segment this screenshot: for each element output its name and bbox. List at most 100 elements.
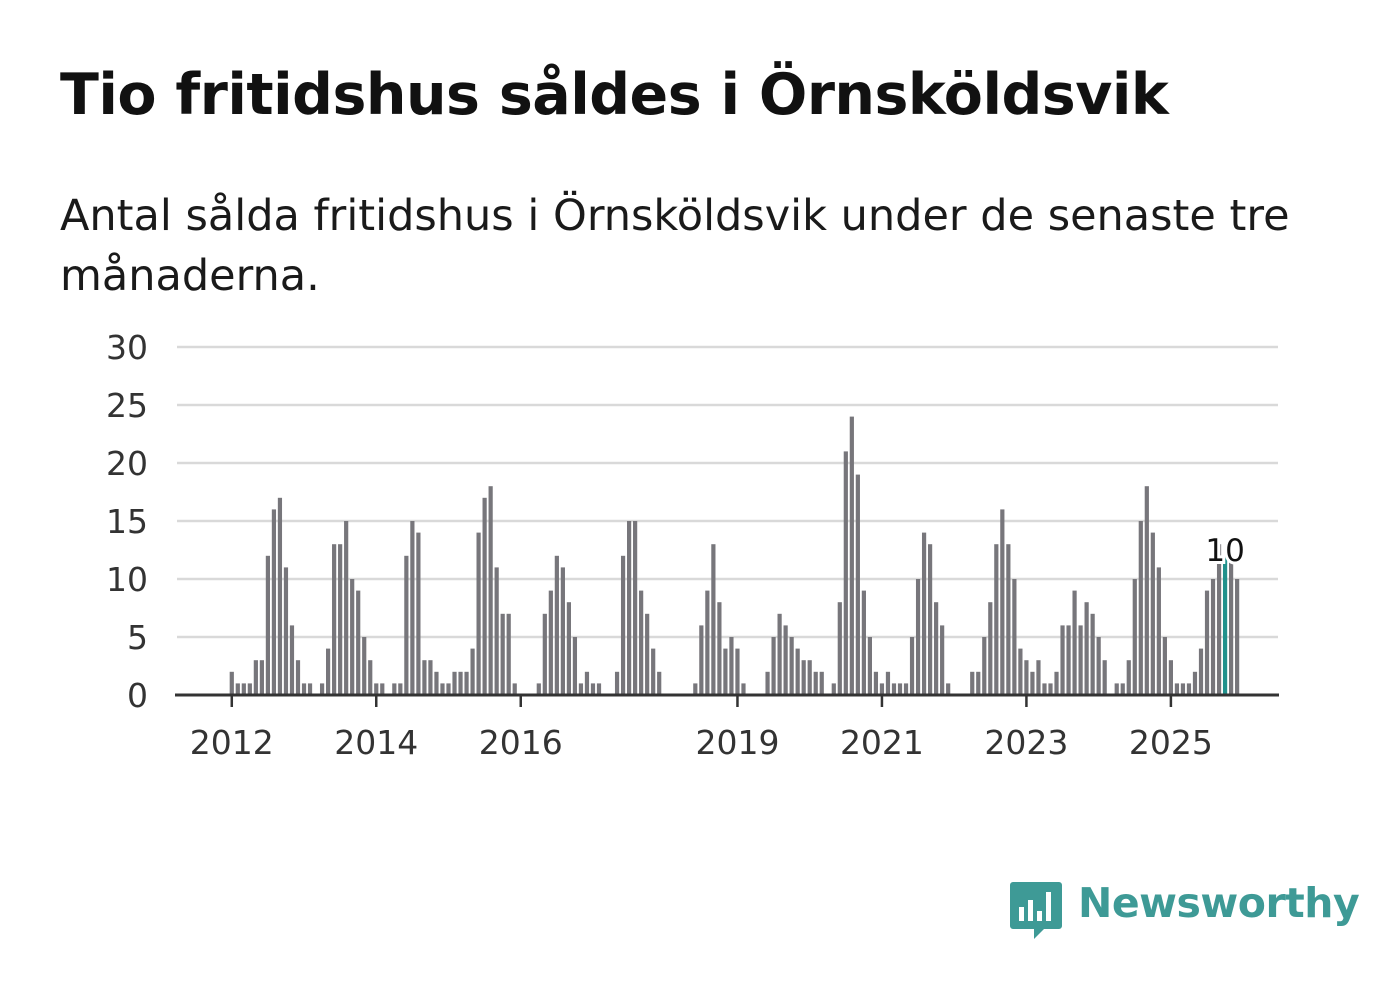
bar <box>1048 683 1053 695</box>
bar <box>831 683 836 695</box>
bar <box>494 567 499 695</box>
bar <box>422 660 427 695</box>
bar <box>247 683 252 695</box>
bar <box>259 660 264 695</box>
brand-name: Newsworthy <box>1078 879 1360 927</box>
bar <box>1030 671 1035 695</box>
bar <box>1036 660 1041 695</box>
bar <box>410 521 415 695</box>
y-tick-label: 30 <box>106 328 148 367</box>
bar <box>356 590 361 695</box>
bar <box>843 451 848 695</box>
bar <box>711 544 716 695</box>
bar <box>1066 625 1071 695</box>
x-tick-label: 2021 <box>840 723 924 762</box>
bar <box>458 671 463 695</box>
bar <box>482 497 487 695</box>
bar <box>542 613 547 695</box>
bar <box>976 671 981 695</box>
bar <box>909 637 915 695</box>
bar <box>765 671 770 695</box>
bar <box>819 671 824 695</box>
bar <box>627 521 632 695</box>
bar <box>915 579 921 695</box>
bar <box>789 637 794 695</box>
bar-highlight <box>1222 555 1228 695</box>
x-tick-label: 2014 <box>334 723 418 762</box>
bar <box>440 683 445 695</box>
bar <box>699 625 704 695</box>
bar <box>548 590 553 695</box>
bar <box>1192 671 1198 695</box>
bar <box>645 613 650 695</box>
bar <box>1216 544 1222 695</box>
x-axis: 2012 2014 2016 2019 2021 2023 2025 <box>175 693 1279 762</box>
bar <box>1054 671 1059 695</box>
bar <box>1078 625 1083 695</box>
bar <box>1229 555 1234 695</box>
bar <box>253 660 258 695</box>
bar <box>1180 683 1186 695</box>
bar <box>452 671 457 695</box>
bar <box>849 416 854 695</box>
highlight-value-label: 10 <box>1205 533 1244 569</box>
bar <box>500 613 505 695</box>
y-tick-label: 5 <box>127 618 148 657</box>
bar <box>813 671 818 695</box>
bar <box>1060 625 1065 695</box>
bar <box>1096 637 1101 695</box>
bar <box>446 683 451 695</box>
bar <box>657 671 662 695</box>
bar <box>404 555 409 695</box>
bar <box>717 602 722 695</box>
bar <box>241 683 246 695</box>
bar <box>398 683 403 695</box>
bar <box>651 648 656 695</box>
bar <box>392 683 397 695</box>
bar <box>693 683 698 695</box>
bar <box>512 683 517 695</box>
newsworthy-logo[interactable]: Newsworthy <box>1010 878 1360 942</box>
bar <box>1018 648 1023 695</box>
bar <box>705 590 710 695</box>
newsworthy-logo-icon <box>1010 882 1062 939</box>
bar <box>380 683 385 695</box>
bar <box>867 637 872 695</box>
bar <box>344 521 349 695</box>
x-tick-label: 2019 <box>695 723 779 762</box>
bar <box>1235 579 1240 695</box>
bar <box>235 683 240 695</box>
bar <box>903 683 909 695</box>
y-tick-label: 10 <box>106 560 148 599</box>
bar <box>1162 637 1167 695</box>
bar <box>428 660 433 695</box>
bar <box>801 660 806 695</box>
bar <box>1114 683 1119 695</box>
bar <box>1000 509 1005 695</box>
bar <box>295 660 301 695</box>
bar <box>934 602 939 695</box>
bar <box>350 579 355 695</box>
bar <box>572 637 578 695</box>
bar <box>1084 602 1089 695</box>
bar <box>988 602 993 695</box>
bar <box>879 683 885 695</box>
bar <box>464 671 469 695</box>
y-tick-label: 20 <box>106 444 148 483</box>
bar <box>735 648 740 695</box>
bar <box>271 509 277 695</box>
bar <box>332 544 337 695</box>
bar <box>807 660 812 695</box>
bar <box>855 474 860 695</box>
bar <box>506 613 511 695</box>
bar <box>940 625 945 695</box>
x-tick-label: 2012 <box>190 723 274 762</box>
bar <box>596 683 602 695</box>
bar <box>861 590 866 695</box>
y-tick-label: 15 <box>106 502 148 541</box>
bar <box>1072 590 1077 695</box>
bar <box>994 544 999 695</box>
bar <box>1138 521 1143 695</box>
bar <box>946 683 951 695</box>
